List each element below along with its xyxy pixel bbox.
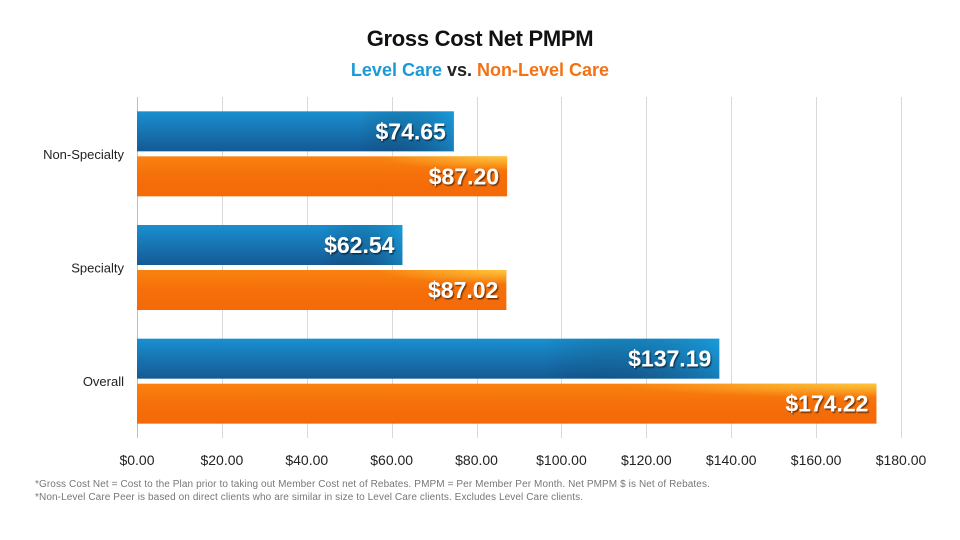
data-label: $174.22 <box>785 391 868 417</box>
subtitle-level-care: Level Care <box>350 60 442 80</box>
bar-level-care-sheen <box>137 338 720 379</box>
category-labels: Non-Specialty Specialty Overall <box>43 147 124 389</box>
data-label: $62.54 <box>324 232 395 258</box>
value-labels: $74.65 $87.20 $62.54 $87.02 $137.19 $174.22 <box>324 118 868 416</box>
bar-level-care-sheen <box>137 111 454 152</box>
data-label: $137.19 <box>628 346 711 372</box>
data-label: $74.65 <box>375 118 446 144</box>
x-axis-ticks: $0.00 $20.00 $40.00 $60.00 $80.00 $100.00 $120… <box>119 452 926 468</box>
x-tick-label: $160.00 <box>791 452 842 468</box>
x-tick-label: $20.00 <box>200 452 243 468</box>
bar-level-care-sheen <box>137 225 403 265</box>
bar-non-level-care-glow <box>137 383 877 424</box>
data-label: $87.02 <box>428 277 498 303</box>
category-label: Non-Specialty <box>43 147 124 162</box>
chart-subtitle: Level Care vs. Non-Level Care <box>0 60 960 81</box>
x-tick-label: $40.00 <box>285 452 328 468</box>
footnote-gross-cost-definition: *Gross Cost Net = Cost to the Plan prior… <box>35 479 710 490</box>
category-label: Overall <box>83 374 124 389</box>
x-tick-label: $180.00 <box>876 452 927 468</box>
footnote-peer-definition: *Non-Level Care Peer is based on direct … <box>35 492 584 503</box>
x-tick-label: $120.00 <box>621 452 672 468</box>
subtitle-non-level-care: Non-Level Care <box>477 60 610 80</box>
x-tick-label: $0.00 <box>119 452 154 468</box>
subtitle-vs: vs. <box>441 60 478 80</box>
bar-non-level-care-glow <box>137 270 507 310</box>
x-tick-label: $80.00 <box>455 452 498 468</box>
bars <box>137 111 877 424</box>
category-label: Specialty <box>71 261 124 276</box>
data-label: $87.20 <box>429 163 499 189</box>
x-tick-label: $140.00 <box>706 452 757 468</box>
x-tick-label: $60.00 <box>370 452 413 468</box>
bar-non-level-care-glow <box>137 156 508 197</box>
chart-title: Gross Cost Net PMPM <box>366 26 594 51</box>
gridlines <box>137 97 902 438</box>
x-tick-label: $100.00 <box>536 452 587 468</box>
